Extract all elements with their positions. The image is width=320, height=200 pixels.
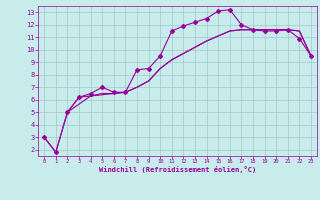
X-axis label: Windchill (Refroidissement éolien,°C): Windchill (Refroidissement éolien,°C) — [99, 166, 256, 173]
